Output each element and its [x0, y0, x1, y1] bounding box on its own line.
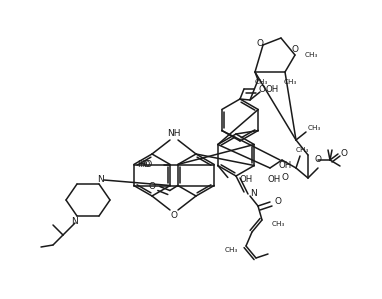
Text: O: O — [148, 182, 155, 191]
Text: HO: HO — [139, 160, 152, 169]
Text: CH₃: CH₃ — [255, 79, 268, 85]
Text: CH₃: CH₃ — [305, 52, 318, 58]
Text: CH₃: CH₃ — [225, 247, 238, 253]
Text: O: O — [291, 45, 298, 54]
Text: O: O — [256, 39, 264, 48]
Text: CH₃: CH₃ — [284, 79, 297, 85]
Text: N: N — [250, 190, 257, 199]
Text: OH: OH — [265, 86, 278, 94]
Text: O: O — [275, 198, 282, 207]
Text: CH₃: CH₃ — [272, 221, 285, 227]
Text: OH: OH — [278, 161, 291, 170]
Text: N: N — [72, 216, 78, 225]
Text: NH: NH — [167, 129, 181, 138]
Text: OH: OH — [240, 175, 253, 184]
Text: OH: OH — [267, 176, 281, 184]
Text: HO: HO — [137, 160, 150, 169]
Text: O: O — [282, 173, 288, 182]
Text: CH₃: CH₃ — [295, 147, 309, 153]
Text: CH₃: CH₃ — [307, 125, 320, 131]
Text: O: O — [170, 211, 178, 220]
Text: O: O — [340, 150, 348, 158]
Text: N: N — [98, 176, 104, 184]
Text: O: O — [314, 155, 322, 164]
Text: O: O — [259, 85, 265, 94]
